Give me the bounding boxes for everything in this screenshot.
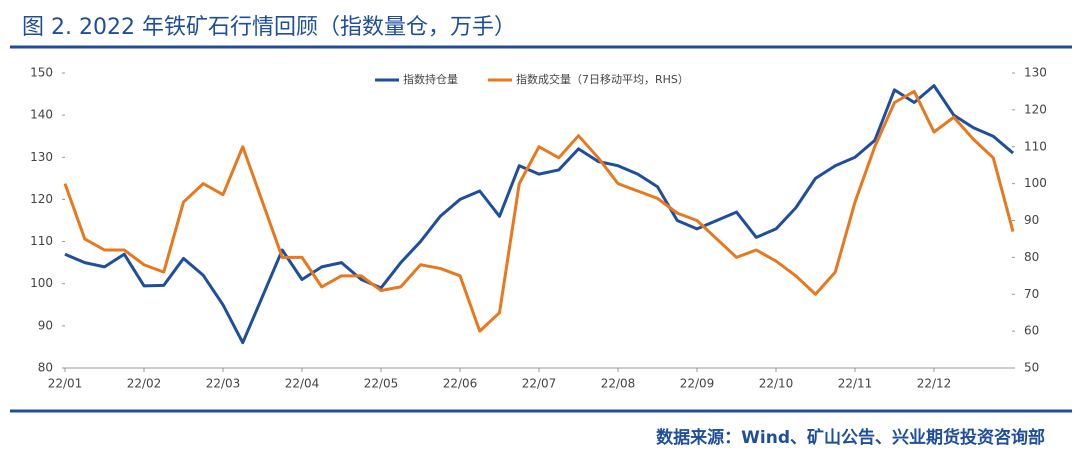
x-tick-label: 22/12 [917,377,952,391]
y-tick-label: 130 [30,150,53,164]
series-line [64,84,1014,345]
y2-tick-label: 70 [1024,287,1039,301]
y2-tick-label: 100 [1024,176,1047,190]
x-tick-label: 22/10 [759,377,794,391]
x-tick-label: 22/06 [443,377,478,391]
y-tick-label: 90 [38,318,53,332]
chart-title: 图 2. 2022 年铁矿石行情回顾（指数量仓，万手） [22,15,516,40]
x-tick-label: 22/08 [601,377,636,391]
x-tick-label: 22/05 [364,377,399,391]
y-tick-label: 150 [30,66,53,80]
y2-tick-label: 90 [1024,213,1039,227]
y-tick-label: 110 [30,234,53,248]
y-tick-label: 120 [30,192,53,206]
y-tick-label: 100 [30,276,53,290]
x-tick-label: 22/11 [838,377,873,391]
y2-tick-label: 50 [1024,361,1039,375]
y2-tick-label: 80 [1024,250,1039,264]
y2-tick-label: 60 [1024,324,1039,338]
source: 数据来源：Wind、矿山公告、兴业期货投资咨询部 [656,427,1045,448]
y-tick-label: 140 [30,108,53,122]
y-tick-label: 80 [38,361,53,375]
legend-label: 指数持仓量 [403,72,458,86]
y2-tick-label: 110 [1024,139,1047,153]
x-tick-label: 22/02 [127,377,162,391]
y2-tick-label: 120 [1024,102,1047,116]
x-tick-label: 22/04 [285,377,320,391]
x-tick-label: 22/03 [206,377,241,391]
x-tick-label: 22/07 [522,377,557,391]
series-line [63,89,1015,333]
legend-label: 指数成交量（7日移动平均，RHS） [516,72,689,86]
x-tick-label: 22/09 [680,377,715,391]
y2-tick-label: 130 [1024,66,1047,80]
x-tick-label: 22/01 [48,377,83,391]
